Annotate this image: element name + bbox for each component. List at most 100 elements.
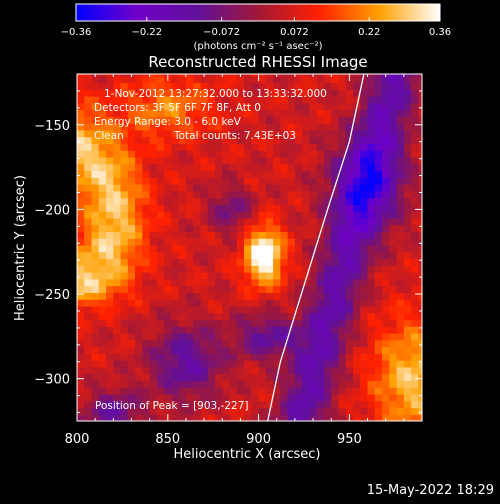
heatmap-pixel — [236, 204, 245, 212]
heatmap-pixel — [215, 89, 223, 97]
heatmap-pixel — [345, 197, 354, 205]
heatmap-pixel — [185, 292, 194, 300]
heatmap-pixel — [164, 156, 173, 165]
y-axis-label: Heliocentric Y (arcsec) — [13, 175, 28, 321]
heatmap-pixel — [106, 400, 114, 409]
heatmap-pixel — [84, 387, 93, 395]
heatmap-pixel — [84, 143, 93, 151]
heatmap-pixel — [164, 387, 173, 395]
heatmap-pixel — [287, 217, 296, 226]
heatmap-pixel — [302, 285, 311, 293]
heatmap-pixel — [418, 278, 422, 287]
heatmap-pixel — [127, 346, 136, 354]
heatmap-pixel — [244, 346, 252, 354]
heatmap-pixel — [302, 360, 311, 368]
heatmap-pixel — [171, 156, 180, 165]
heatmap-pixel — [389, 177, 398, 185]
heatmap-pixel — [229, 109, 238, 117]
heatmap-pixel — [185, 339, 194, 348]
heatmap-pixel — [120, 244, 129, 253]
heatmap-pixel — [382, 163, 390, 172]
heatmap-pixel — [323, 109, 332, 117]
heatmap-pixel — [374, 380, 383, 388]
heatmap-pixel — [389, 163, 398, 172]
heatmap-pixel — [200, 244, 209, 253]
heatmap-pixel — [120, 82, 129, 90]
heatmap-pixel — [265, 197, 274, 205]
heatmap-pixel — [331, 238, 340, 246]
heatmap-pixel — [120, 102, 129, 111]
heatmap-pixel — [106, 82, 114, 90]
heatmap-pixel — [229, 190, 238, 199]
heatmap-pixel — [396, 163, 405, 172]
heatmap-pixel — [374, 312, 383, 321]
heatmap-pixel — [236, 366, 245, 375]
heatmap-pixel — [149, 238, 158, 246]
heatmap-pixel — [156, 74, 165, 77]
heatmap-pixel — [222, 184, 231, 192]
heatmap-pixel — [164, 285, 173, 293]
heatmap-pixel — [360, 129, 369, 138]
heatmap-pixel — [200, 312, 209, 321]
heatmap-pixel — [273, 177, 281, 185]
heatmap-pixel — [258, 360, 267, 368]
heatmap-pixel — [338, 224, 347, 233]
heatmap-pixel — [77, 190, 85, 199]
heatmap-pixel — [193, 251, 202, 260]
heatmap-pixel — [171, 387, 180, 395]
heatmap-pixel — [229, 231, 238, 239]
heatmap-pixel — [345, 319, 354, 327]
heatmap-pixel — [411, 197, 419, 205]
heatmap-pixel — [273, 360, 281, 368]
heatmap-pixel — [185, 312, 194, 321]
heatmap-pixel — [77, 292, 85, 300]
heatmap-pixel — [411, 332, 419, 341]
heatmap-pixel — [98, 278, 107, 287]
heatmap-pixel — [91, 231, 100, 239]
heatmap-pixel — [229, 326, 238, 334]
heatmap-pixel — [222, 217, 231, 226]
heatmap-pixel — [345, 387, 354, 395]
heatmap-pixel — [142, 407, 151, 415]
heatmap-pixel — [345, 96, 354, 104]
heatmap-pixel — [185, 346, 194, 354]
heatmap-pixel — [396, 278, 405, 287]
heatmap-pixel — [98, 224, 107, 233]
heatmap-pixel — [222, 346, 231, 354]
heatmap-pixel — [113, 143, 122, 151]
heatmap-pixel — [222, 143, 231, 151]
heatmap-pixel — [323, 346, 332, 354]
heatmap-pixel — [207, 414, 216, 421]
heatmap-pixel — [353, 272, 361, 280]
heatmap-pixel — [142, 278, 151, 287]
heatmap-pixel — [178, 170, 187, 178]
heatmap-pixel — [222, 400, 231, 409]
heatmap-pixel — [222, 312, 231, 321]
heatmap-pixel — [98, 190, 107, 199]
heatmap-pixel — [193, 387, 202, 395]
heatmap-pixel — [389, 143, 398, 151]
heatmap-pixel — [367, 285, 376, 293]
heatmap-pixel — [91, 96, 100, 104]
heatmap-pixel — [382, 143, 390, 151]
heatmap-pixel — [389, 414, 398, 421]
heatmap-pixel — [98, 75, 107, 84]
heatmap-pixel — [149, 163, 158, 172]
heatmap-pixel — [403, 211, 412, 219]
heatmap-pixel — [222, 190, 231, 199]
heatmap-pixel — [403, 74, 412, 77]
heatmap-pixel — [222, 177, 231, 185]
heatmap-pixel — [345, 278, 354, 287]
heatmap-pixel — [120, 366, 129, 375]
heatmap-pixel — [236, 380, 245, 388]
heatmap-pixel — [360, 258, 369, 266]
heatmap-pixel — [149, 319, 158, 327]
heatmap-pixel — [222, 299, 231, 307]
heatmap-pixel — [396, 170, 405, 178]
colorbar — [75, 3, 441, 22]
heatmap-pixel — [215, 170, 223, 178]
heatmap-pixel — [418, 231, 422, 239]
heatmap-pixel — [91, 299, 100, 307]
heatmap-pixel — [389, 305, 398, 314]
heatmap-pixel — [309, 129, 318, 138]
